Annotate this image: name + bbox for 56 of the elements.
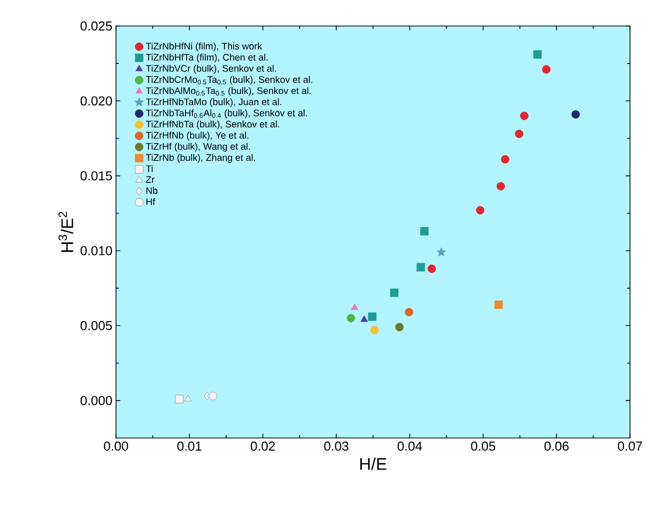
point: [436, 247, 446, 256]
legend-label: TiZrHfNb (bulk), Ye et al.: [146, 132, 248, 140]
x-axis-title: H/E: [360, 458, 386, 470]
point: [428, 264, 436, 273]
point: [404, 308, 414, 316]
point: [476, 206, 484, 214]
legend-label: TiZrNbVCr (bulk), Senkov et al.: [146, 64, 276, 74]
point: [520, 112, 528, 120]
point: [533, 50, 542, 59]
point: [420, 227, 429, 236]
point: [571, 110, 580, 119]
point: [542, 65, 550, 74]
point: [184, 394, 192, 402]
y-axis-title: H$^{3}$/E$^{2}$: [58, 212, 74, 252]
y-tick-label: 0.015: [80, 171, 112, 180]
point: [390, 288, 398, 297]
legend-label: Ti: [146, 165, 153, 172]
point: [500, 155, 510, 164]
legend-label: TiZrNbHfNi (film), This work: [146, 42, 262, 52]
point: [368, 312, 376, 321]
point: [174, 394, 184, 404]
x-tick-label: 0.06: [544, 442, 569, 451]
point: [416, 263, 425, 272]
point: [208, 392, 218, 400]
legend-label: Hf: [146, 198, 156, 206]
point: [370, 326, 379, 334]
legend-label: TiZrNbAlMo$_{0.5}$Ta$_{0.5}$ (bulk), Senkov et al.: [146, 87, 311, 96]
point: [350, 303, 358, 310]
x-tick-label: 0.03: [324, 442, 348, 451]
point: [514, 130, 524, 138]
x-tick-label: 0.07: [618, 442, 642, 451]
y-tick-label: 0.010: [80, 246, 112, 256]
y-tick-label: 0.005: [80, 321, 112, 330]
y-tick-label: 0.020: [80, 96, 112, 106]
point: [494, 300, 503, 309]
y-tick-label: 0.025: [80, 21, 112, 31]
point: [346, 314, 356, 322]
y-tick-label: 0.000: [80, 396, 112, 406]
legend-label: TiZrHf (bulk), Wang et al.: [146, 142, 250, 152]
point: [395, 322, 404, 332]
legend-label: TiZrNbTaHf$_{0.6}$Al$_{0.4}$ (bulk), Senkov et al.: [146, 109, 307, 118]
legend-label: TiZrNb (bulk), Zhang et al.: [146, 154, 255, 163]
x-tick-label: 0.04: [398, 442, 422, 451]
point: [496, 182, 505, 190]
x-tick-label: 0.00: [104, 442, 128, 451]
point: [204, 392, 210, 400]
legend-label: TiZrNbCrMo$_{0.5}$Ta$_{0.5}$ (bulk), Senkov et al.: [146, 76, 312, 85]
legend-label: TiZrHfNbTaMo (bulk), Juan et al.: [146, 98, 282, 108]
legend-label: Zr: [146, 176, 154, 183]
legend-label: TiZrNbHfTa (film), Chen et al.: [146, 54, 268, 62]
x-tick-label: 0.01: [177, 442, 202, 451]
legend-label: TiZrHfNbTa (bulk), Senkov et al.: [146, 120, 280, 130]
legend-label: Nb: [146, 187, 158, 194]
x-tick-label: 0.05: [471, 442, 496, 451]
x-tick-label: 0.02: [250, 442, 275, 451]
point: [360, 315, 368, 322]
